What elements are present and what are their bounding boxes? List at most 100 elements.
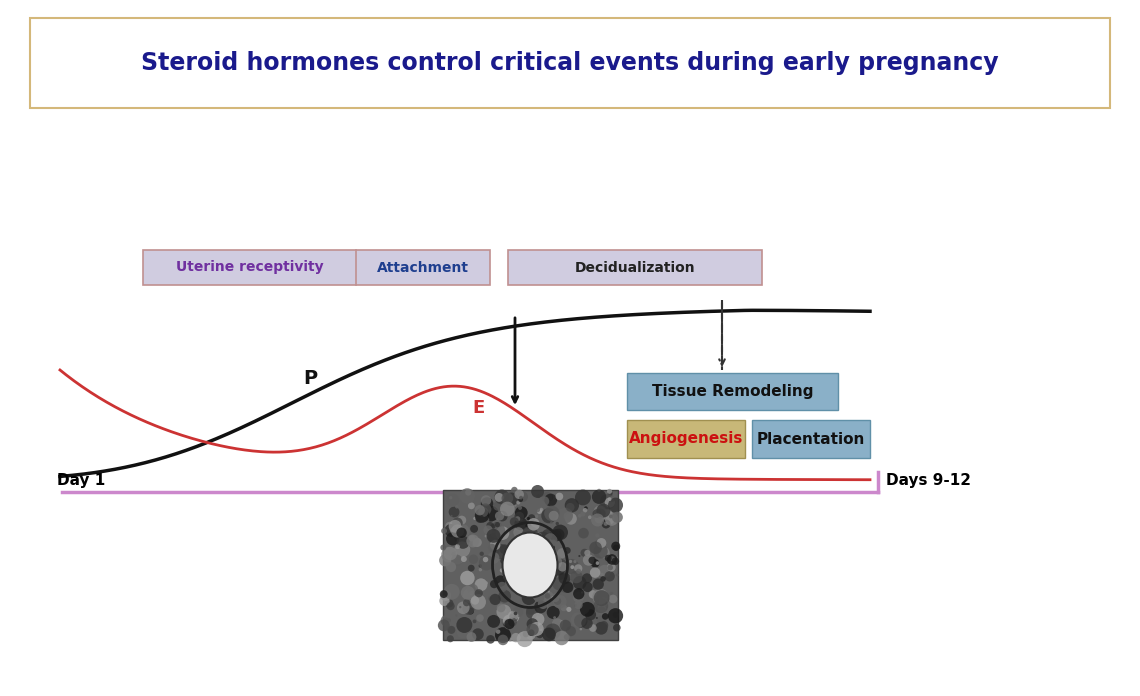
Circle shape: [610, 592, 613, 596]
Circle shape: [535, 514, 538, 519]
Circle shape: [438, 619, 450, 631]
Circle shape: [608, 564, 613, 571]
Circle shape: [526, 607, 538, 619]
Circle shape: [528, 518, 540, 530]
Circle shape: [583, 508, 587, 512]
Circle shape: [560, 564, 564, 569]
Circle shape: [473, 538, 482, 547]
Circle shape: [510, 612, 519, 620]
Circle shape: [580, 512, 585, 516]
Circle shape: [536, 532, 551, 546]
Circle shape: [578, 514, 581, 518]
Circle shape: [502, 493, 513, 504]
Circle shape: [543, 591, 554, 603]
Circle shape: [595, 533, 600, 537]
Circle shape: [495, 493, 504, 502]
Circle shape: [511, 633, 521, 642]
Circle shape: [593, 544, 608, 559]
Circle shape: [604, 571, 614, 581]
Bar: [442, 490, 618, 640]
Circle shape: [490, 524, 496, 529]
Circle shape: [445, 524, 457, 537]
Circle shape: [515, 576, 527, 587]
Ellipse shape: [503, 532, 557, 597]
Circle shape: [565, 503, 575, 512]
Circle shape: [481, 495, 491, 505]
Circle shape: [496, 526, 510, 540]
Circle shape: [443, 584, 459, 600]
Circle shape: [545, 495, 551, 500]
Circle shape: [495, 512, 504, 521]
Circle shape: [549, 521, 553, 524]
Circle shape: [449, 507, 459, 517]
Circle shape: [589, 567, 601, 578]
Text: Decidualization: Decidualization: [575, 260, 695, 274]
Circle shape: [536, 537, 548, 548]
Circle shape: [612, 557, 619, 565]
Text: Steroid hormones control critical events during early pregnancy: Steroid hormones control critical events…: [141, 51, 999, 75]
Circle shape: [488, 552, 499, 564]
Circle shape: [443, 617, 449, 623]
Circle shape: [549, 529, 562, 541]
Circle shape: [565, 626, 576, 636]
Circle shape: [466, 535, 479, 547]
Circle shape: [505, 580, 511, 585]
Circle shape: [440, 544, 446, 551]
Bar: [508, 250, 762, 285]
Circle shape: [467, 584, 478, 595]
Circle shape: [487, 615, 500, 628]
Circle shape: [523, 580, 528, 585]
Circle shape: [515, 507, 528, 519]
Circle shape: [510, 561, 520, 571]
Circle shape: [575, 564, 583, 573]
Circle shape: [592, 489, 606, 504]
Circle shape: [449, 496, 453, 499]
Circle shape: [608, 491, 612, 496]
Text: Angiogenesis: Angiogenesis: [629, 432, 743, 447]
Circle shape: [524, 574, 537, 587]
Circle shape: [585, 609, 596, 620]
Circle shape: [573, 588, 585, 599]
Circle shape: [547, 606, 560, 619]
Circle shape: [495, 522, 500, 528]
Circle shape: [576, 601, 589, 615]
Circle shape: [555, 522, 559, 525]
Circle shape: [534, 576, 540, 583]
Circle shape: [557, 548, 567, 558]
Circle shape: [531, 556, 543, 567]
Circle shape: [511, 487, 518, 493]
Circle shape: [552, 596, 555, 600]
Circle shape: [593, 509, 601, 518]
Circle shape: [588, 615, 591, 617]
Circle shape: [539, 496, 549, 506]
Circle shape: [544, 533, 557, 547]
Circle shape: [522, 631, 529, 638]
Circle shape: [527, 517, 530, 521]
Circle shape: [527, 624, 539, 635]
Circle shape: [561, 605, 567, 611]
Circle shape: [609, 514, 613, 519]
Circle shape: [514, 504, 516, 507]
Circle shape: [600, 573, 604, 576]
Circle shape: [600, 494, 616, 509]
Circle shape: [457, 601, 470, 614]
Circle shape: [469, 555, 479, 564]
Circle shape: [594, 590, 610, 606]
Circle shape: [608, 498, 624, 513]
Circle shape: [610, 496, 616, 502]
Circle shape: [589, 541, 602, 554]
Circle shape: [494, 548, 499, 554]
Circle shape: [596, 538, 606, 548]
Circle shape: [446, 522, 455, 531]
Circle shape: [596, 503, 610, 518]
Circle shape: [470, 525, 478, 533]
Circle shape: [544, 505, 560, 521]
Circle shape: [567, 607, 571, 612]
Circle shape: [610, 556, 614, 561]
Circle shape: [497, 582, 507, 592]
Circle shape: [467, 503, 474, 509]
Circle shape: [453, 518, 463, 528]
Circle shape: [545, 571, 556, 582]
Circle shape: [571, 612, 586, 628]
Circle shape: [500, 557, 506, 564]
